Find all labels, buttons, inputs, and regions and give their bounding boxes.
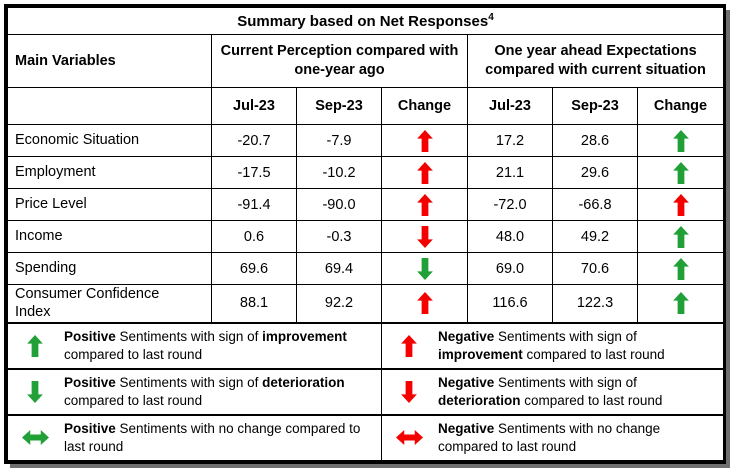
ahead-change-arrow-icon	[636, 156, 725, 189]
one-year-ahead-group-header: One year ahead Expectations compared wit…	[466, 34, 725, 88]
current-jul-value: -17.5	[211, 156, 297, 189]
ahead-jul23-header: Jul-23	[467, 87, 553, 125]
table-row-economic-situation: Economic Situation -20.7 -7.9 17.2 28.6	[7, 124, 725, 157]
ahead-sep-value: 49.2	[552, 220, 638, 253]
row-label: Employment	[7, 156, 212, 189]
ahead-sep-value: -66.8	[552, 188, 638, 221]
title-row: Summary based on Net Responses4	[6, 7, 725, 35]
current-sep-value: -10.2	[296, 156, 382, 189]
net-responses-table: Summary based on Net Responses4 Main Var…	[6, 7, 725, 461]
current-jul-value: 0.6	[211, 220, 297, 253]
ahead-change-arrow-icon	[636, 124, 725, 157]
ahead-jul-value: 69.0	[467, 252, 553, 285]
title-text: Summary based on Net Responses	[237, 13, 489, 30]
current-change-arrow-icon	[381, 252, 468, 285]
legend-positive-improvement: Positive Sentiments with sign of improve…	[7, 321, 382, 369]
summary-table-sheet: Summary based on Net Responses4 Main Var…	[4, 4, 726, 464]
group-header-row: Main Variables Current Perception compar…	[7, 34, 725, 88]
current-sep-value: 69.4	[296, 252, 382, 285]
legend-negative-deterioration: Negative Sentiments with sign of deterio…	[380, 367, 725, 415]
current-change-header: Change	[381, 87, 468, 125]
legend-text: Negative Sentiments with sign of improve…	[438, 328, 665, 362]
empty-header-cell	[7, 87, 212, 125]
legend-positive-deterioration: Positive Sentiments with sign of deterio…	[7, 367, 382, 415]
current-sep-value: -90.0	[296, 188, 382, 221]
ahead-change-arrow-icon	[636, 220, 725, 253]
legend-text: Negative Sentiments with no change compa…	[438, 421, 661, 454]
ahead-jul-value: 17.2	[467, 124, 553, 157]
current-perception-group-header: Current Perception compared with one-yea…	[211, 34, 468, 88]
current-change-arrow-icon	[381, 124, 468, 157]
green-double-arrow-icon	[21, 430, 49, 446]
row-label: Income	[7, 220, 212, 253]
row-label: Economic Situation	[7, 124, 212, 157]
current-sep-value: -0.3	[296, 220, 382, 253]
current-jul-value: -20.7	[211, 124, 297, 157]
legend-text: Negative Sentiments with sign of deterio…	[438, 374, 663, 408]
legend-row-deterioration: Positive Sentiments with sign of deterio…	[7, 367, 725, 415]
table-row-consumer-confidence-index: Consumer Confidence Index 88.1 92.2 116.…	[7, 284, 725, 323]
table-title: Summary based on Net Responses4	[6, 7, 725, 35]
table-row-spending: Spending 69.6 69.4 69.0 70.6	[7, 252, 725, 285]
row-label: Price Level	[7, 188, 212, 221]
legend-text: Positive Sentiments with no change compa…	[64, 421, 361, 454]
ahead-sep-value: 122.3	[552, 284, 638, 323]
red-up-arrow-icon	[395, 334, 423, 357]
ahead-change-header: Change	[636, 87, 725, 125]
ahead-change-arrow-icon	[636, 252, 725, 285]
ahead-jul-value: -72.0	[467, 188, 553, 221]
table-row-income: Income 0.6 -0.3 48.0 49.2	[7, 220, 725, 253]
row-label: Consumer Confidence Index	[7, 284, 212, 323]
ahead-sep-value: 29.6	[552, 156, 638, 189]
current-jul23-header: Jul-23	[211, 87, 297, 125]
legend-row-improvement: Positive Sentiments with sign of improve…	[7, 321, 725, 369]
sub-header-row: Jul-23 Sep-23 Change Jul-23 Sep-23 Chang…	[7, 87, 725, 125]
ahead-jul-value: 48.0	[467, 220, 553, 253]
legend-text: Positive Sentiments with sign of deterio…	[64, 374, 345, 408]
legend-negative-improvement: Negative Sentiments with sign of improve…	[380, 321, 725, 369]
table-row-price-level: Price Level -91.4 -90.0 -72.0 -66.8	[7, 188, 725, 221]
current-jul-value: 88.1	[211, 284, 297, 323]
legend-row-no-change: Positive Sentiments with no change compa…	[7, 413, 725, 461]
legend-positive-no-change: Positive Sentiments with no change compa…	[7, 413, 382, 461]
current-jul-value: -91.4	[211, 188, 297, 221]
ahead-jul-value: 116.6	[467, 284, 553, 323]
current-change-arrow-icon	[381, 156, 468, 189]
main-variables-header: Main Variables	[7, 34, 212, 88]
current-sep23-header: Sep-23	[296, 87, 382, 125]
ahead-change-arrow-icon	[636, 284, 725, 323]
current-sep-value: -7.9	[296, 124, 382, 157]
title-footnote-superscript: 4	[488, 12, 494, 23]
current-change-arrow-icon	[381, 188, 468, 221]
current-sep-value: 92.2	[296, 284, 382, 323]
legend-text: Positive Sentiments with sign of improve…	[64, 328, 347, 362]
ahead-sep-value: 28.6	[552, 124, 638, 157]
ahead-jul-value: 21.1	[467, 156, 553, 189]
green-down-arrow-icon	[21, 380, 49, 403]
row-label: Spending	[7, 252, 212, 285]
ahead-change-arrow-icon	[636, 188, 725, 221]
current-change-arrow-icon	[381, 220, 468, 253]
ahead-sep23-header: Sep-23	[552, 87, 638, 125]
current-jul-value: 69.6	[211, 252, 297, 285]
table-row-employment: Employment -17.5 -10.2 21.1 29.6	[7, 156, 725, 189]
red-double-arrow-icon	[395, 430, 423, 446]
current-change-arrow-icon	[381, 284, 468, 323]
ahead-sep-value: 70.6	[552, 252, 638, 285]
legend-negative-no-change: Negative Sentiments with no change compa…	[380, 413, 725, 461]
green-up-arrow-icon	[21, 334, 49, 357]
red-down-arrow-icon	[395, 380, 423, 403]
